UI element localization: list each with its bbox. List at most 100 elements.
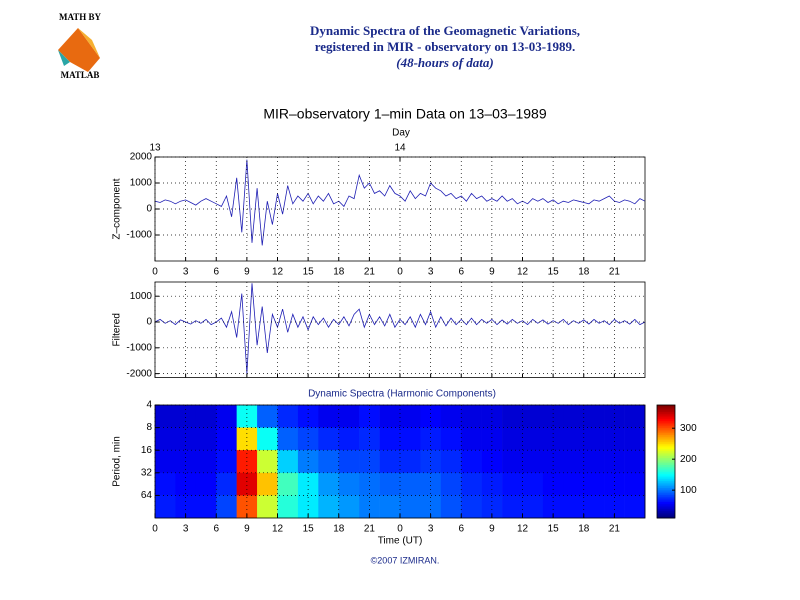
y-tick-label: 1000 <box>130 291 153 302</box>
signal-line <box>154 283 646 374</box>
colorbar-step <box>657 410 675 413</box>
colorbar-step <box>657 472 675 475</box>
heat-cell <box>563 450 585 474</box>
x-tick-label: 0 <box>397 267 403 278</box>
y-tick-label: 4 <box>146 400 152 411</box>
heat-cell <box>338 472 360 496</box>
heat-cell <box>257 472 278 496</box>
x-tick-label: 12 <box>517 524 529 535</box>
x-tick-label: 0 <box>397 524 403 535</box>
heat-cell <box>461 495 482 519</box>
y-tick-label: 32 <box>141 467 153 478</box>
heat-cell <box>277 472 299 496</box>
colorbar-step <box>657 503 675 507</box>
logo-text: MATH BY <box>59 12 102 22</box>
colorbar-step <box>657 429 675 432</box>
heat-cell <box>216 495 237 519</box>
heat-cell <box>236 405 258 428</box>
heat-cell <box>277 427 299 451</box>
x-tick-label: 21 <box>364 524 376 535</box>
heat-cell <box>297 495 319 519</box>
colorbar-step <box>657 419 675 422</box>
heat-cell <box>175 495 197 519</box>
colorbar-step <box>657 431 675 434</box>
heat-cell <box>195 450 217 474</box>
heat-cell <box>257 450 278 474</box>
heat-cell <box>461 450 482 474</box>
heat-cell <box>481 427 503 451</box>
colorbar-step <box>657 426 675 429</box>
heat-cell <box>175 427 197 451</box>
colorbar-step <box>657 466 675 470</box>
x-tick-label: 3 <box>428 524 434 535</box>
heat-cell <box>155 427 176 451</box>
colorbar-step <box>657 449 675 452</box>
x-tick-label: 15 <box>303 524 315 535</box>
y-tick-label: -1000 <box>126 342 152 353</box>
colorbar-step <box>657 500 675 503</box>
colorbar-step <box>657 477 675 480</box>
heat-cell <box>461 472 482 496</box>
colorbar-step <box>657 486 675 489</box>
heat-cell <box>563 427 585 451</box>
x-tick-label: 9 <box>244 267 250 278</box>
y-tick-label: 0 <box>146 204 152 215</box>
heat-cell <box>624 405 646 428</box>
y-tick-label: 2000 <box>130 152 153 163</box>
panel-title: Dynamic Spectra (Harmonic Components) <box>308 389 496 400</box>
chart-title: MIR–observatory 1–min Data on 13–03–1989 <box>263 106 547 122</box>
heat-cell <box>583 472 605 496</box>
heat-cell <box>216 405 237 428</box>
x-tick-label: 9 <box>489 524 495 535</box>
heat-cell <box>481 495 503 519</box>
x-tick-label: 0 <box>152 267 158 278</box>
heat-cell <box>502 450 523 474</box>
heat-cell <box>359 405 380 428</box>
heat-cell <box>420 405 442 428</box>
heat-cell <box>257 427 278 451</box>
heat-cell <box>175 472 197 496</box>
heat-cell <box>195 495 217 519</box>
colorbar-step <box>657 496 675 500</box>
header-line: registered in MIR - observatory on 13-03… <box>315 39 576 54</box>
heat-cell <box>195 405 217 428</box>
colorbar-step <box>657 456 675 459</box>
heat-cell <box>420 427 442 451</box>
heat-cell <box>257 405 278 428</box>
heat-cell <box>440 405 462 428</box>
y-tick-label: 0 <box>146 317 152 328</box>
heat-cell <box>440 472 462 496</box>
footer: ©2007 IZMIRAN. <box>371 555 440 565</box>
heat-cell <box>338 427 360 451</box>
colorbar-label: 200 <box>680 454 697 465</box>
colorbar-step <box>657 452 675 455</box>
colorbar-step <box>657 493 675 496</box>
colorbar-step <box>657 424 675 427</box>
colorbar-step <box>657 443 675 447</box>
colorbar-step <box>657 487 675 491</box>
heat-cell <box>583 495 605 519</box>
heat-cell <box>318 427 340 451</box>
colorbar-label: 100 <box>680 485 697 496</box>
heat-cell <box>318 450 340 474</box>
colorbar-step <box>657 457 675 461</box>
heat-cell <box>216 450 237 474</box>
colorbar-step <box>657 422 675 425</box>
heat-cell <box>318 472 340 496</box>
colorbar-step <box>657 435 675 438</box>
heat-cell <box>624 495 646 519</box>
heat-cell <box>583 405 605 428</box>
heat-cell <box>604 472 625 496</box>
heat-cell <box>522 427 544 451</box>
x-tick-label: 18 <box>333 267 345 278</box>
heat-cell <box>359 427 380 451</box>
colorbar-step <box>657 473 675 477</box>
colorbar-step <box>657 442 675 445</box>
y-tick-label: -2000 <box>126 368 152 379</box>
top-axis-label: Day <box>392 128 410 139</box>
colorbar-step <box>657 505 675 508</box>
heat-cell <box>502 427 523 451</box>
heat-cell <box>297 427 319 451</box>
colorbar-step <box>657 489 675 493</box>
colorbar-step <box>657 415 675 418</box>
